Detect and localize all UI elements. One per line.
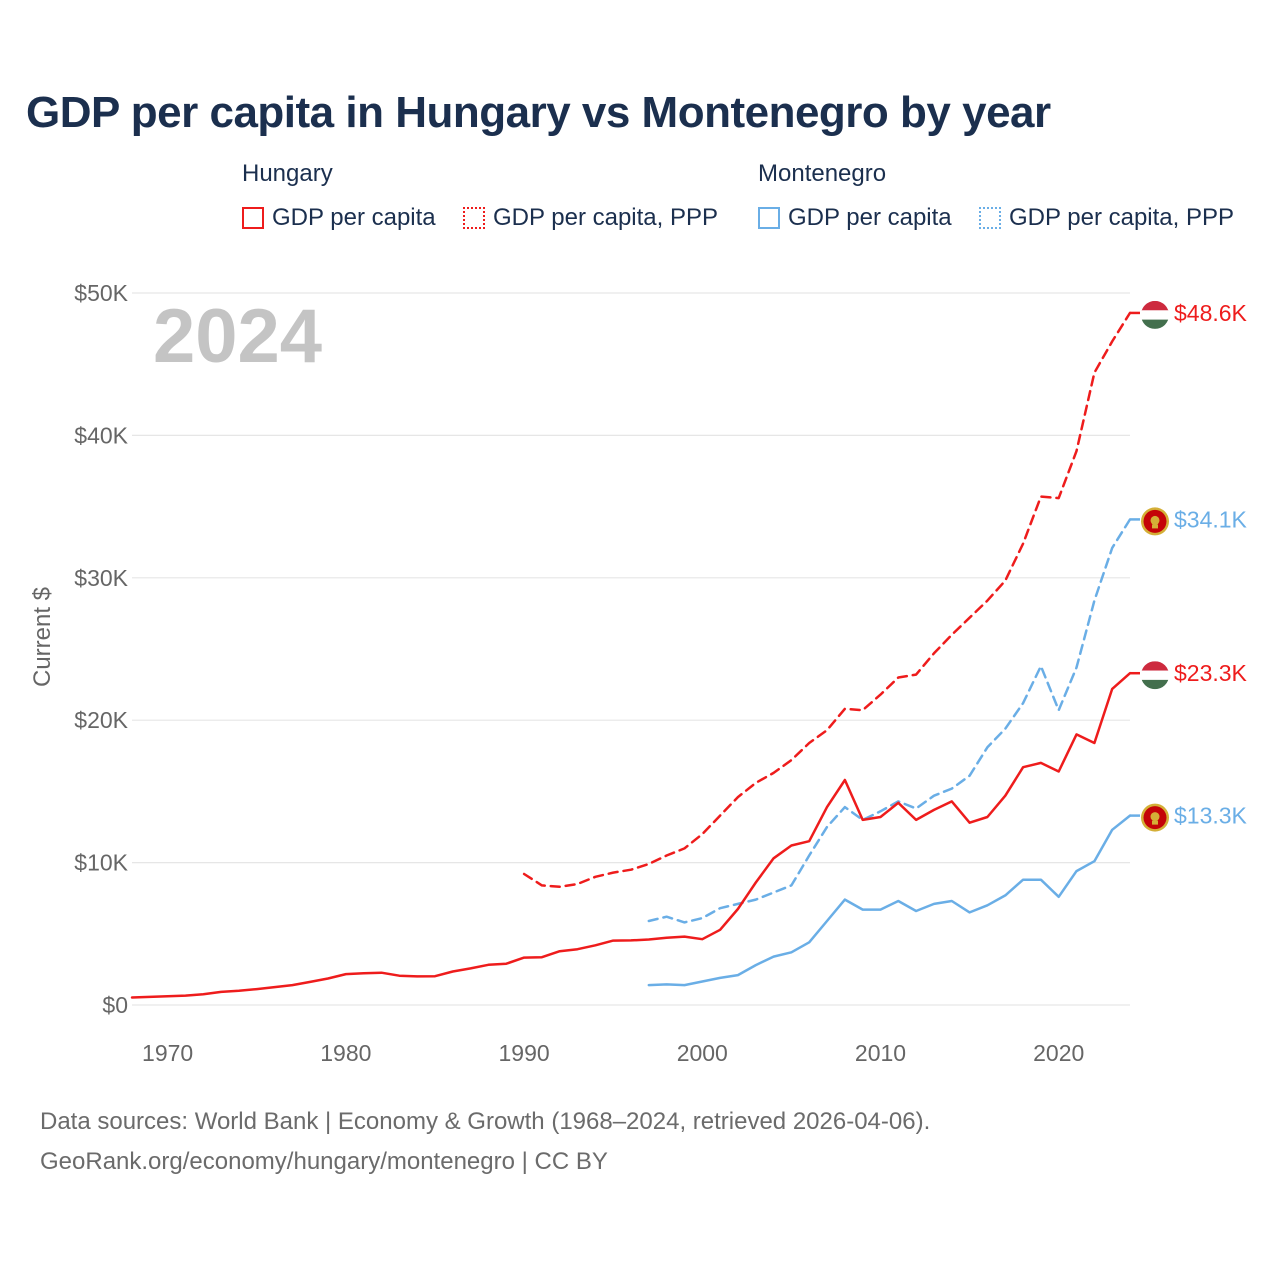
- x-tick-label: 1990: [498, 1040, 549, 1066]
- dotted-swatch-icon: [463, 207, 485, 229]
- year-watermark: 2024: [153, 294, 322, 379]
- chart-title: GDP per capita in Hungary vs Montenegro …: [26, 88, 1051, 137]
- series-lines: [130, 311, 1132, 999]
- legend-heading-montenegro: Montenegro: [758, 160, 887, 187]
- series-line-hungary-gdp-per-capita-ppp[interactable]: [522, 311, 1132, 889]
- legend-label: GDP per capita: [272, 204, 436, 231]
- montenegro-flag-icon: [1141, 803, 1169, 832]
- x-tick-label: 2020: [1033, 1040, 1084, 1066]
- y-axis: $0 $10K $20K $30K $40K $50K: [74, 280, 128, 1018]
- legend-label: GDP per capita: [788, 204, 952, 231]
- legend-label: GDP per capita, PPP: [1009, 204, 1234, 231]
- end-value-label: $13.3K: [1174, 803, 1248, 829]
- x-tick-label: 1980: [320, 1040, 371, 1066]
- series-line-montenegro-gdp-per-capita-ppp[interactable]: [647, 518, 1132, 924]
- legend-item-hungary-gdp[interactable]: GDP per capita: [242, 204, 436, 232]
- source-line-2[interactable]: GeoRank.org/economy/hungary/montenegro |…: [40, 1148, 608, 1175]
- x-tick-label: 2000: [677, 1040, 728, 1066]
- series-line-montenegro-gdp-per-capita[interactable]: [647, 814, 1132, 987]
- y-tick-label: $0: [102, 992, 128, 1018]
- y-axis-label: Current $: [29, 587, 56, 687]
- line-chart: 2024 $0 $10K $20K $30K $40K $50K 1970 1980 1990…: [29, 280, 1248, 1066]
- y-tick-label: $30K: [74, 565, 128, 591]
- dotted-swatch-icon: [979, 207, 1001, 229]
- end-labels: $48.6K $34.1K $23.3K $13.3K: [1130, 300, 1248, 832]
- end-value-label: $23.3K: [1174, 660, 1248, 686]
- legend-label: GDP per capita, PPP: [493, 204, 718, 231]
- end-value-label: $34.1K: [1174, 506, 1248, 532]
- legend-item-hungary-gdp-ppp[interactable]: GDP per capita, PPP: [463, 204, 718, 232]
- end-value-label: $48.6K: [1174, 300, 1248, 326]
- y-tick-label: $40K: [74, 422, 128, 448]
- solid-swatch-icon: [758, 207, 780, 229]
- y-tick-label: $10K: [74, 850, 128, 876]
- hungary-flag-icon: [1141, 661, 1169, 690]
- montenegro-flag-icon: [1141, 507, 1169, 536]
- series-line-hungary-gdp-per-capita[interactable]: [130, 671, 1132, 999]
- x-tick-label: 1970: [142, 1040, 193, 1066]
- x-axis: 1970 1980 1990 2000 2010 2020: [142, 1040, 1084, 1066]
- x-tick-label: 2010: [855, 1040, 906, 1066]
- y-tick-label: $20K: [74, 707, 128, 733]
- hungary-flag-icon: [1141, 300, 1169, 329]
- legend-heading-hungary: Hungary: [242, 160, 333, 187]
- source-line-1: Data sources: World Bank | Economy & Gro…: [40, 1108, 931, 1135]
- grid-lines: [132, 292, 1130, 1006]
- legend-item-montenegro-gdp[interactable]: GDP per capita: [758, 204, 952, 232]
- legend-item-montenegro-gdp-ppp[interactable]: GDP per capita, PPP: [979, 204, 1234, 232]
- y-tick-label: $50K: [74, 280, 128, 306]
- solid-swatch-icon: [242, 207, 264, 229]
